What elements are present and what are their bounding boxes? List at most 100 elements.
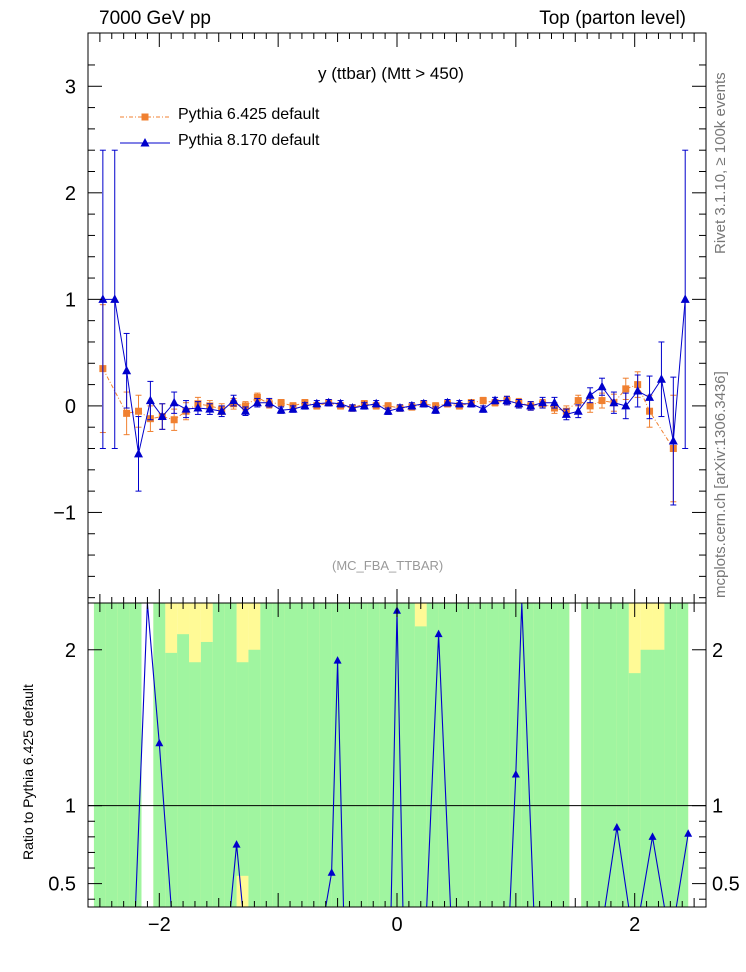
legend-marker-pythia6 <box>141 113 149 121</box>
pythia8-series-point <box>573 406 583 415</box>
ratio-band-green <box>295 603 308 907</box>
pythia8-series-point <box>585 390 595 399</box>
legend-marker-pythia8 <box>140 138 150 147</box>
pythia8-series-point <box>336 398 346 408</box>
pythia8-series-point <box>252 397 262 407</box>
ratio-band-green <box>628 673 641 907</box>
ratio-point <box>327 868 336 876</box>
pythia8-series-point <box>561 409 571 418</box>
pythia6-series-point <box>574 397 582 405</box>
ratio-band-green <box>189 662 201 907</box>
ratio-band-green <box>557 603 570 907</box>
ratio-point <box>684 829 693 837</box>
x-tick-label: −2 <box>148 914 171 936</box>
ratio-band-green <box>545 603 558 907</box>
ratio-y-tick-label-right: 2 <box>712 640 723 662</box>
plot-title: y (ttbar) (Mtt > 450) <box>318 64 464 83</box>
pythia8-series-point <box>680 294 690 303</box>
ratio-band-green <box>509 603 522 907</box>
ratio-band-green <box>486 603 499 907</box>
pythia8-series-point <box>98 294 108 303</box>
ratio-band-green <box>355 603 368 907</box>
header-process-label: Top (parton level) <box>539 8 686 29</box>
pythia8-series-point <box>395 403 405 412</box>
pythia8-series-line <box>102 298 686 454</box>
pythia8-series-point <box>312 398 322 408</box>
pythia8-series-point <box>181 404 191 413</box>
pythia8-series-point <box>419 398 429 408</box>
ratio-band-green <box>676 603 689 907</box>
y-tick-label: 1 <box>65 289 76 311</box>
ratio-band-green <box>93 603 106 907</box>
x-tick-label: 2 <box>629 914 640 936</box>
pythia8-series-point <box>633 385 643 395</box>
ratio-band-green <box>640 649 653 907</box>
legend-label-pythia8: Pythia 8.170 default <box>178 132 320 149</box>
pythia6-series-point <box>384 402 392 410</box>
pythia8-series-point <box>157 411 167 421</box>
ratio-band-green <box>319 603 332 907</box>
x-tick-label: 0 <box>391 914 402 936</box>
ratio-y-tick-label-right: 0.5 <box>712 874 740 896</box>
pythia6-series-line <box>102 368 674 449</box>
ratio-band-green <box>533 603 546 907</box>
pythia8-series-point <box>110 294 120 303</box>
ratio-point <box>333 656 342 664</box>
pythia8-series-point <box>466 398 476 408</box>
pythia8-series-point <box>383 406 393 415</box>
pythia8-series-point <box>169 397 179 407</box>
ratio-band-green <box>450 603 463 907</box>
ratio-band-green <box>581 603 594 907</box>
ratio-band-green <box>165 652 178 907</box>
ratio-band-green <box>343 603 356 907</box>
pythia6-series-point <box>586 402 594 410</box>
ratio-point <box>155 738 164 747</box>
ratio-band-green <box>224 603 237 907</box>
legend-label-pythia6: Pythia 6.425 default <box>178 106 320 123</box>
pythia8-series-point <box>478 404 488 413</box>
y-tick-label: −1 <box>53 502 76 524</box>
ratio-band-green <box>307 603 320 907</box>
rivet-version-label: Rivet 3.1.10, ≥ 100k events <box>712 72 729 254</box>
ratio-band-green <box>367 603 380 907</box>
pythia8-series-point <box>490 395 500 405</box>
ratio-band-green <box>402 603 415 907</box>
pythia8-series-point <box>134 448 144 458</box>
ratio-band-green <box>260 603 273 907</box>
pythia8-series-point <box>407 400 417 410</box>
y-tick-label: 2 <box>65 183 76 205</box>
pythia8-series-point <box>668 436 678 445</box>
pythia8-series-point <box>276 405 286 414</box>
pythia6-series-point <box>135 407 143 415</box>
ratio-y-tick-label: 2 <box>65 640 76 662</box>
ratio-band-green <box>153 603 166 907</box>
ratio-band-green <box>129 603 142 907</box>
pythia8-series-point <box>514 398 524 408</box>
analysis-watermark: (MC_FBA_TTBAR) <box>332 558 444 573</box>
pythia8-series-point <box>538 397 548 407</box>
pythia6-series-point <box>622 385 630 393</box>
pythia8-series-point <box>645 392 655 401</box>
ratio-band-green <box>391 603 403 907</box>
ratio-band-green <box>593 603 605 907</box>
ratio-band-green <box>105 603 118 907</box>
ratio-band-green <box>379 603 392 907</box>
ratio-y-tick-label: 0.5 <box>48 874 76 896</box>
pythia8-series-point <box>454 398 464 408</box>
ratio-point <box>648 832 657 840</box>
pythia8-series-point <box>240 406 250 415</box>
pythia6-series-point <box>253 393 261 401</box>
pythia8-series-point <box>300 400 310 410</box>
pythia8-series-point <box>347 403 357 412</box>
pythia6-series-point <box>277 399 285 407</box>
pythia8-series-point <box>431 405 441 414</box>
ratio-point <box>232 840 241 848</box>
pythia8-series-point <box>359 400 369 410</box>
pythia8-series-point <box>193 403 203 412</box>
pythia8-series-point <box>371 398 381 408</box>
pythia6-series-point <box>598 397 606 405</box>
pythia8-series-point <box>205 404 215 413</box>
pythia8-series-point <box>597 381 607 391</box>
ratio-band-green <box>426 603 439 907</box>
